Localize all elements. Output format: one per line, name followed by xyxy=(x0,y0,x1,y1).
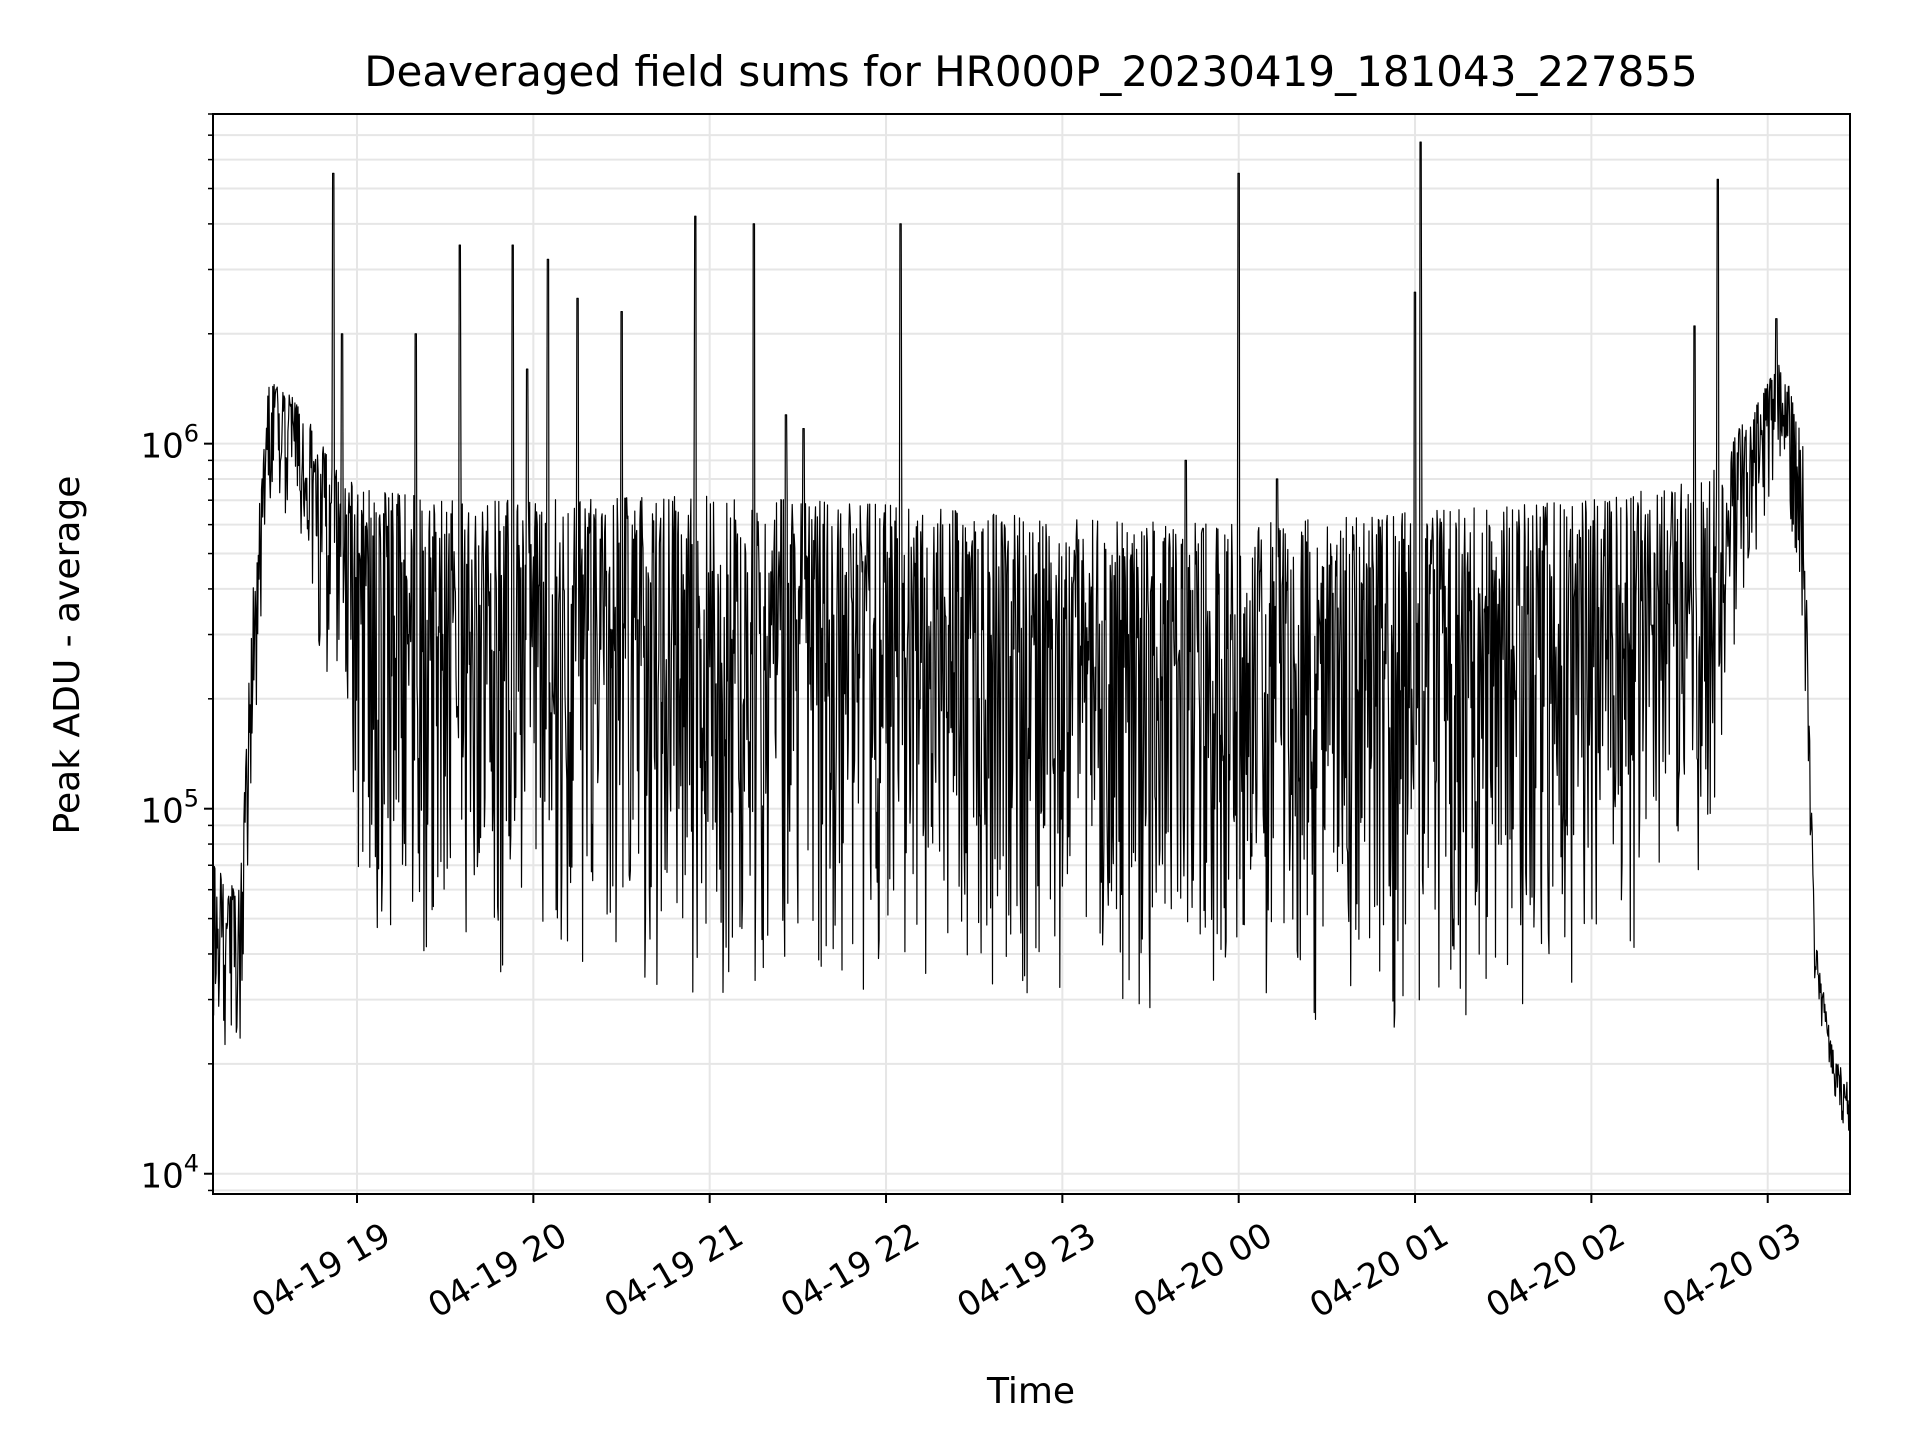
data-layer xyxy=(212,141,1851,1131)
y-tick-label: 106 xyxy=(140,420,199,467)
y-tick-label-exponent: 4 xyxy=(184,1150,199,1178)
chart-title: Deaveraged field sums for HR000P_2023041… xyxy=(364,47,1698,96)
y-axis-label: Peak ADU - average xyxy=(47,476,88,835)
plot-frame xyxy=(212,113,1851,1195)
y-tick-label-exponent: 5 xyxy=(184,785,199,813)
x-axis-label: Time xyxy=(986,1371,1075,1412)
y-tick-label-base: 10 xyxy=(140,427,183,467)
y-tick-label-exponent: 6 xyxy=(184,420,199,448)
y-tick-label-base: 10 xyxy=(140,1157,183,1197)
y-tick-label: 105 xyxy=(140,785,199,832)
series-line xyxy=(212,141,1851,1131)
y-tick-label: 104 xyxy=(140,1150,199,1197)
tick-layer xyxy=(204,113,1769,1203)
y-tick-label-base: 10 xyxy=(140,792,183,832)
